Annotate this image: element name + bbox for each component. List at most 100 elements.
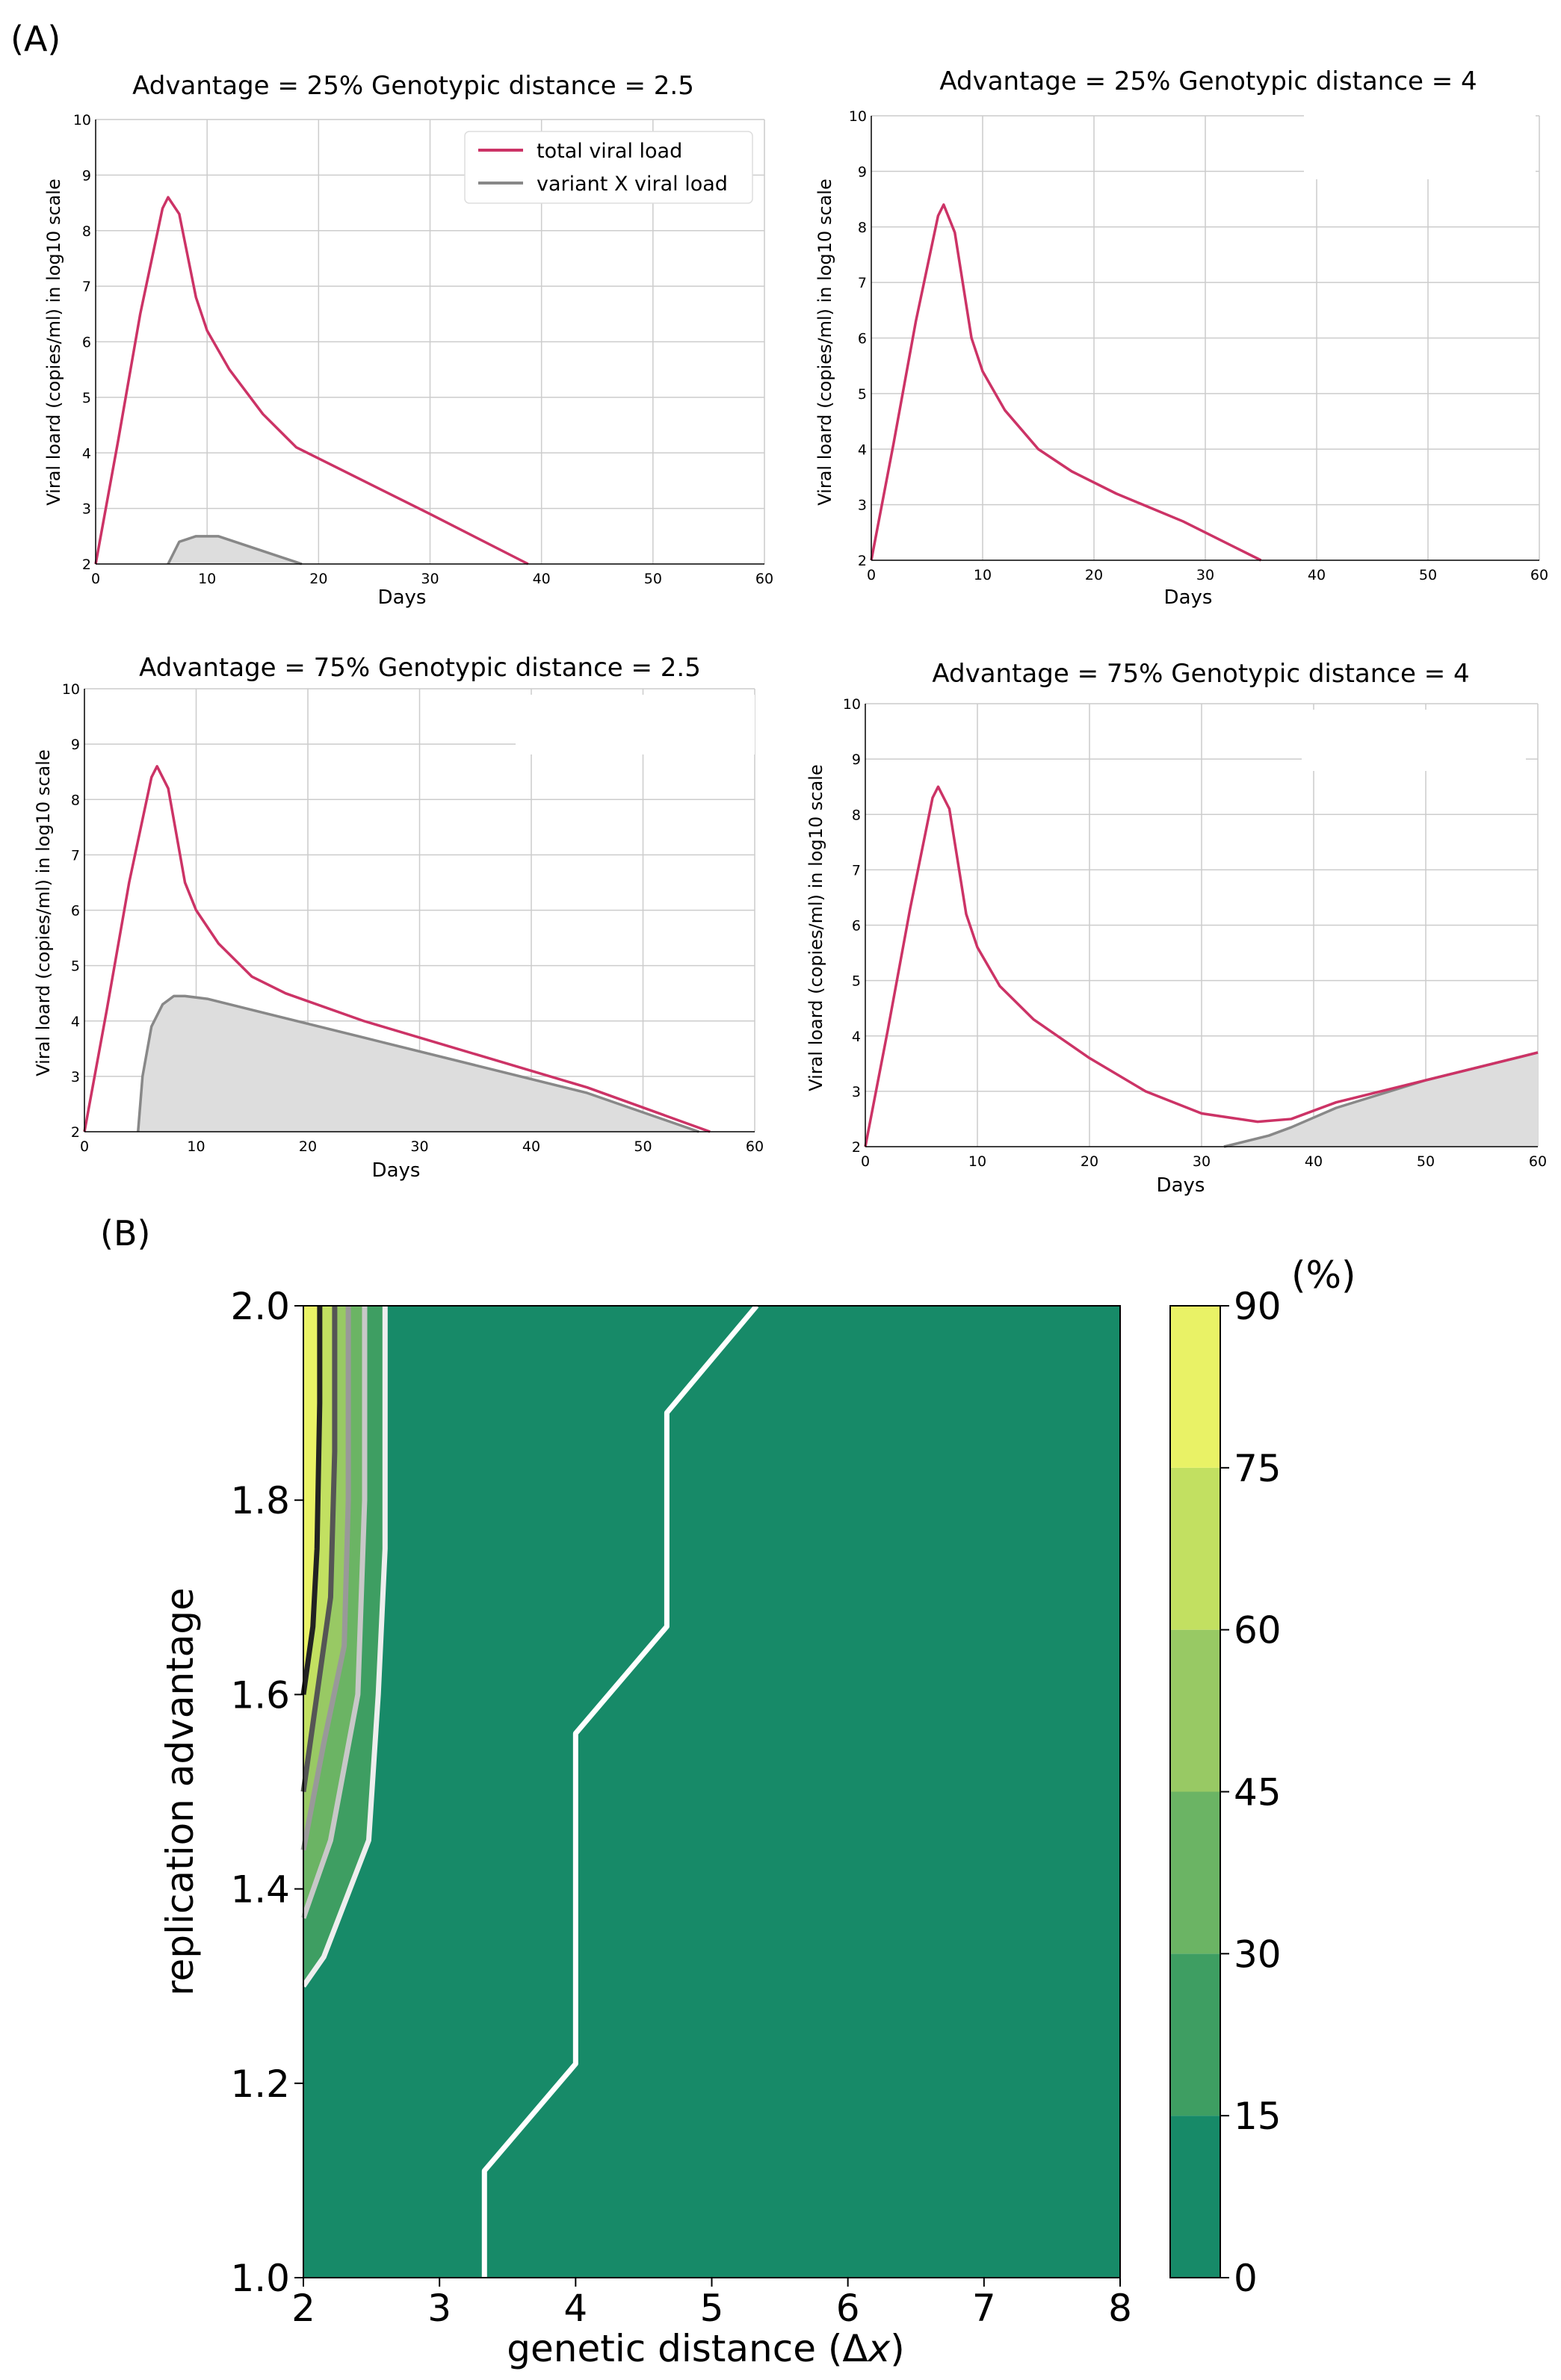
y-axis-label: replication advantage	[158, 1587, 202, 1996]
y-tick-label: 4	[852, 1029, 861, 1045]
x-axis-label-text: genetic distance (Δ	[507, 2327, 868, 2370]
chart-title: Advantage = 25% Genotypic distance = 4	[939, 66, 1477, 96]
y-tick-label: 6	[858, 331, 867, 347]
x-tick-label: 50	[634, 1138, 652, 1155]
y-tick-label: 7	[82, 279, 91, 295]
y-tick-label: 7	[858, 275, 867, 291]
y-tick-label: 2	[71, 1124, 80, 1141]
line-plots: 0 10 20 30 40 50 60 2 3 4 5 6 7 8 9 10 Advantage = 25% G…	[33, 66, 1548, 1197]
colorbar-segment-60	[1170, 1467, 1220, 1630]
line-chart-4: 0 10 20 30 40 50 60 2 3 4 5 6 7 8 9 10 Advantage = 75% G…	[806, 659, 1547, 1197]
x-tick-label: 40	[1305, 1153, 1323, 1170]
y-tick-label: 5	[852, 973, 861, 990]
x-tick-label: 2	[291, 2287, 315, 2330]
y-tick-label: 9	[71, 737, 80, 753]
colorbar-tick-label: 75	[1234, 1447, 1282, 1490]
x-tick-label: 20	[309, 571, 327, 587]
x-axis-label: Days	[1164, 586, 1213, 609]
y-axis-label: Viral loard (copies/ml) in log10 scale	[33, 749, 54, 1076]
x-tick-label: 7	[972, 2287, 996, 2330]
y-axis-label: Viral loard (copies/ml) in log10 scale	[43, 179, 64, 505]
y-tick-label: 3	[82, 501, 91, 518]
contour-line-75	[300, 1306, 323, 1695]
x-tick-label: 40	[533, 571, 551, 587]
y-tick-label: 5	[71, 958, 80, 975]
y-tick-label: 10	[73, 112, 91, 128]
x-tick-label: 30	[421, 571, 439, 587]
colorbar-segment-75	[1170, 1306, 1220, 1468]
variant-viral-load-line	[167, 535, 303, 565]
colorbar-tick-label: 90	[1234, 1285, 1282, 1328]
x-tick-label: 60	[1529, 1153, 1547, 1170]
y-tick-label: 3	[852, 1084, 861, 1100]
contour-line-0	[481, 1304, 759, 2278]
x-tick-label: 20	[1081, 1153, 1098, 1170]
x-axis-label: Days	[378, 586, 427, 609]
chart-title: Advantage = 75% Genotypic distance = 4	[932, 659, 1469, 689]
y-tick-label: 9	[852, 752, 861, 768]
total-viral-load-line	[83, 765, 711, 1133]
variant-fill-area	[167, 536, 302, 564]
colorbar-segment-45	[1170, 1629, 1220, 1792]
y-tick-label: 7	[852, 862, 861, 878]
y-tick-label: 6	[82, 335, 91, 351]
x-tick-label: 6	[836, 2287, 860, 2330]
y-tick-label: 1.8	[230, 1479, 290, 1522]
colorbar-tick-label: 15	[1234, 2095, 1282, 2138]
contour-line-60	[300, 1306, 338, 1792]
x-tick-label: 60	[755, 571, 773, 587]
colorbar-segment-0	[1170, 2116, 1220, 2278]
x-tick-label: 10	[187, 1138, 205, 1155]
y-tick-label: 8	[858, 220, 867, 236]
legend-frame	[464, 131, 753, 204]
variant-fill-area	[137, 996, 699, 1132]
y-tick-label: 8	[852, 807, 861, 823]
total-viral-load-line	[870, 203, 1262, 562]
x-axis-label-close: )	[890, 2327, 905, 2370]
y-tick-label: 9	[858, 164, 867, 180]
x-tick-label: 50	[1419, 567, 1437, 583]
total-viral-load-line	[864, 785, 1539, 1147]
colorbar-tick-label: 30	[1234, 1933, 1282, 1976]
contour-background	[303, 1306, 1120, 2278]
y-tick-label: 10	[62, 681, 80, 698]
variant-fill-area	[1224, 1052, 1538, 1147]
panel-label-a: (A)	[10, 19, 61, 59]
y-tick-label: 3	[71, 1069, 80, 1085]
y-tick-label: 6	[71, 903, 80, 920]
y-tick-label: 1.4	[230, 1868, 290, 1912]
y-tick-label: 3	[858, 498, 867, 514]
y-tick-label: 2	[858, 553, 867, 569]
colorbar-tick-label: 45	[1234, 1771, 1282, 1815]
x-tick-label: 30	[410, 1138, 428, 1155]
x-tick-label: 40	[522, 1138, 540, 1155]
y-axis-label: Viral loard (copies/ml) in log10 scale	[814, 179, 835, 505]
y-tick-label: 1.6	[230, 1673, 290, 1717]
y-tick-label: 5	[858, 386, 867, 403]
x-tick-label: 10	[968, 1153, 986, 1170]
blank-region	[1304, 105, 1536, 179]
chart-title: Advantage = 75% Genotypic distance = 2.5	[139, 653, 701, 683]
blank-region	[516, 695, 755, 754]
colorbar-tick-label: 0	[1234, 2257, 1258, 2300]
y-tick-label: 4	[71, 1014, 80, 1030]
x-tick-label: 8	[1108, 2287, 1132, 2330]
x-tick-label: 30	[1193, 1153, 1211, 1170]
x-tick-label: 3	[427, 2287, 451, 2330]
x-axis-label: genetic distance (Δx)	[507, 2327, 904, 2370]
y-tick-label: 8	[82, 223, 91, 240]
colorbar-unit: (%)	[1291, 1253, 1356, 1297]
legend: total viral load variant X viral load	[464, 131, 753, 204]
y-tick-label: 9	[82, 167, 91, 184]
legend-label-total: total viral load	[537, 140, 682, 163]
contour-line-45	[300, 1306, 351, 1851]
line-chart-2: 0 10 20 30 40 50 60 2 3 4 5 6 7 8 9 10 Advantage = 25% G…	[814, 66, 1548, 609]
y-axis-label: Viral loard (copies/ml) in log10 scale	[806, 764, 826, 1091]
x-tick-label: 60	[746, 1138, 764, 1155]
y-tick-label: 8	[71, 792, 80, 808]
y-tick-label: 7	[71, 847, 80, 864]
x-tick-label: 0	[80, 1138, 89, 1155]
x-axis-label: Days	[372, 1159, 421, 1182]
